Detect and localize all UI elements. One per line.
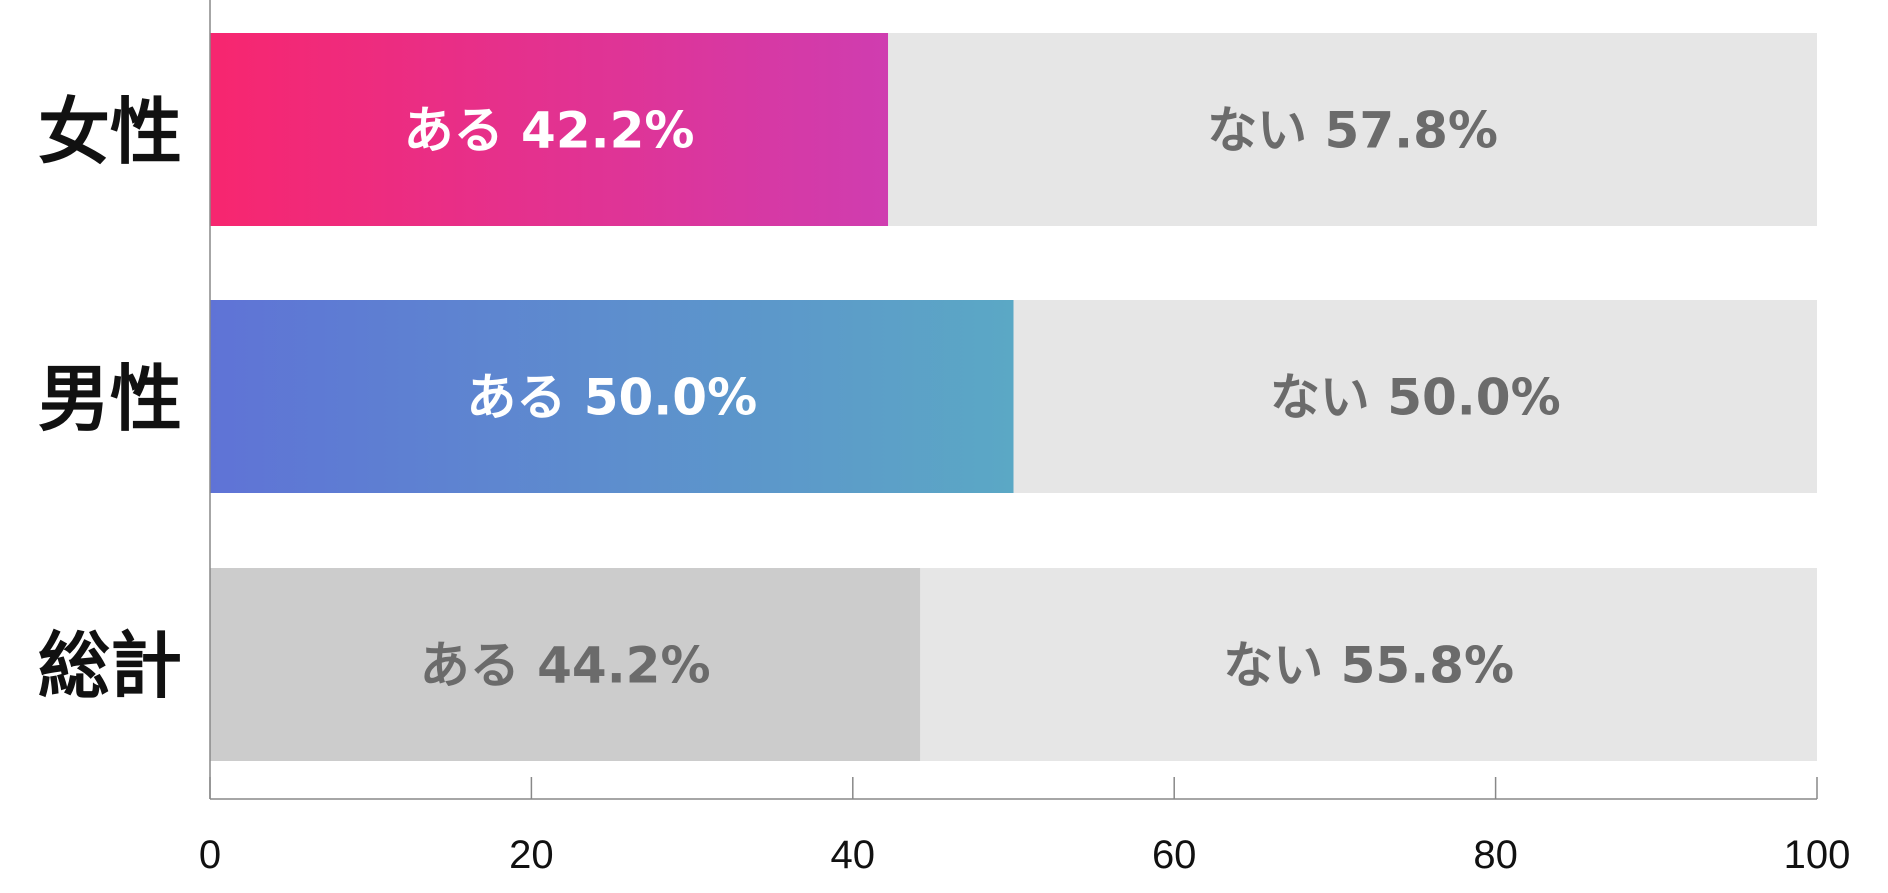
bar-female-yes [210,33,889,226]
bar-male-yes [210,300,1014,493]
x-tick-label-0: 0 [199,833,221,877]
category-label-female: 女性 [38,90,182,174]
data-label-total-yes: ある 44.2% [420,637,711,695]
x-axis [209,0,1817,800]
category-labels: 女性 男性 総計 [38,90,182,708]
bars-group [210,33,1817,761]
segment-labels: ある 42.2% ない 57.8% ある 50.0% ない 50.0% ある 4… [404,102,1561,695]
x-tick-label-40: 40 [831,833,876,877]
x-tick-label-20: 20 [509,833,554,877]
data-label-male-no: ない 50.0% [1270,369,1561,427]
bar-male-no [1013,300,1817,493]
x-axis-ticks: 0 20 40 60 80 100 [199,777,1851,877]
data-label-female-yes: ある 42.2% [404,102,695,160]
bar-female-no [888,33,1817,226]
x-tick-label-100: 100 [1784,833,1851,877]
data-label-total-no: ない 55.8% [1223,637,1514,695]
category-label-total: 総計 [38,624,182,708]
category-label-male: 男性 [38,357,182,441]
data-label-female-no: ない 57.8% [1207,102,1498,160]
bar-total-no [920,568,1817,761]
data-label-male-yes: ある 50.0% [466,369,757,427]
bar-total-yes [210,568,921,761]
x-tick-label-80: 80 [1473,833,1518,877]
x-tick-label-60: 60 [1152,833,1197,877]
